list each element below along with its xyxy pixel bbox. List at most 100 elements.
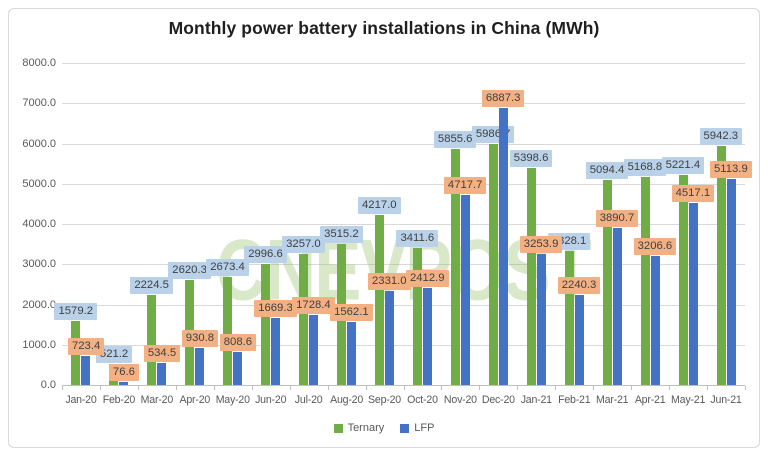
- bar-ternary: [375, 215, 385, 385]
- y-axis-tick-label: 0.0: [40, 379, 56, 391]
- x-axis-label: Feb-20: [102, 394, 136, 406]
- data-label-ternary: 521.2: [95, 346, 133, 364]
- legend-item-ternary: Ternary: [333, 422, 385, 434]
- x-axis-label: Mar-20: [140, 394, 174, 406]
- x-axis-tick: [593, 386, 595, 390]
- bar-lfp: [536, 254, 546, 385]
- bar-lfp: [157, 363, 167, 385]
- data-label-lfp: 723.4: [67, 337, 105, 355]
- gridline: [62, 304, 745, 306]
- bar-ternary: [488, 144, 498, 385]
- x-axis-label: Jan-20: [65, 394, 97, 406]
- x-axis-tick: [745, 386, 746, 390]
- bar-ternary: [564, 251, 574, 385]
- y-axis-tick-label: 7000.0: [22, 97, 56, 110]
- data-label-lfp: 1669.3: [254, 299, 297, 317]
- data-label-ternary: 5942.3: [699, 127, 743, 145]
- bar-lfp: [347, 322, 357, 385]
- data-label-lfp: 5113.9: [710, 161, 752, 179]
- y-axis-tick-label: 8000.0: [22, 57, 56, 69]
- x-axis-tick: [441, 386, 443, 390]
- bar-lfp: [498, 107, 508, 385]
- x-axis-label: Aug-20: [330, 394, 364, 406]
- x-axis-tick: [669, 386, 671, 390]
- bar-ternary: [716, 145, 726, 385]
- x-axis-label: Sep-20: [368, 394, 401, 406]
- x-axis-tick: [251, 386, 253, 390]
- x-axis-label: Jun-20: [255, 394, 287, 406]
- bar-ternary: [223, 277, 233, 385]
- bar-lfp: [726, 179, 736, 385]
- data-label-ternary: 2996.6: [244, 246, 287, 264]
- x-axis-label: Jun-21: [710, 394, 742, 406]
- x-axis-tick: [137, 386, 139, 390]
- x-axis-label: Mar-21: [596, 394, 629, 406]
- x-axis-tick: [175, 386, 177, 390]
- legend: Ternary LFP: [0, 422, 768, 434]
- x-axis-label: May-21: [671, 394, 706, 406]
- x-axis-tick: [62, 386, 63, 390]
- bar-ternary: [678, 174, 688, 385]
- x-axis-tick: [631, 386, 633, 390]
- legend-label-ternary: Ternary: [347, 422, 385, 434]
- x-axis-tick: [365, 386, 367, 390]
- x-axis-tick: [517, 386, 519, 390]
- bar-lfp: [385, 291, 395, 385]
- bar-lfp: [688, 203, 698, 385]
- data-label-lfp: 2240.3: [557, 276, 601, 294]
- data-label-ternary: 3515.2: [320, 225, 363, 243]
- bar-lfp: [460, 195, 470, 385]
- bar-lfp: [195, 347, 205, 385]
- data-label-lfp: 1562.1: [330, 304, 373, 322]
- x-axis-tick: [403, 386, 405, 390]
- data-label-lfp: 1728.4: [292, 297, 335, 315]
- x-axis-label: Oct-20: [407, 394, 438, 406]
- bar-lfp: [650, 255, 660, 385]
- bar-lfp: [309, 315, 319, 385]
- y-axis-tick-label: 5000.0: [22, 177, 56, 190]
- bar-lfp: [574, 294, 584, 385]
- data-label-lfp: 930.8: [181, 329, 219, 347]
- data-label-ternary: 2673.4: [206, 259, 249, 277]
- bar-lfp: [233, 352, 243, 385]
- x-axis-label: May-20: [215, 394, 250, 406]
- data-label-lfp: 4717.7: [443, 177, 487, 195]
- bar-ternary: [602, 179, 612, 385]
- x-axis-tick: [479, 386, 481, 390]
- legend-swatch-lfp: [400, 423, 410, 433]
- x-axis-tick: [213, 386, 215, 390]
- data-label-ternary: 2620.3: [168, 261, 211, 279]
- y-axis-tick-label: 3000.0: [22, 258, 56, 271]
- x-axis-label: Nov-20: [443, 394, 477, 406]
- x-axis-tick: [289, 386, 291, 390]
- data-label-ternary: 5221.4: [661, 156, 705, 174]
- y-axis-tick-label: 1000.0: [22, 338, 56, 351]
- gridline: [62, 103, 745, 105]
- data-label-lfp: 808.6: [219, 334, 257, 352]
- x-axis-line: [62, 385, 745, 386]
- bar-lfp: [81, 355, 91, 385]
- y-axis-tick-label: 4000.0: [22, 218, 56, 230]
- x-axis-tick: [327, 386, 329, 390]
- data-label-lfp: 6887.3: [481, 89, 525, 107]
- data-label-ternary: 5398.6: [509, 149, 553, 167]
- gridline: [62, 183, 745, 185]
- bar-ternary: [261, 264, 271, 385]
- chart-title: Monthly power battery installations in C…: [168, 18, 600, 38]
- data-label-lfp: 76.6: [108, 363, 139, 381]
- x-axis-label: Jan-21: [520, 394, 552, 406]
- data-label-ternary: 5855.6: [433, 131, 477, 149]
- bar-ternary: [147, 295, 157, 385]
- data-label-lfp: 534.5: [143, 345, 181, 363]
- x-axis-label: Apr-20: [179, 394, 211, 406]
- data-label-lfp: 3890.7: [595, 210, 639, 228]
- data-label-lfp: 2412.9: [405, 269, 449, 287]
- x-axis-label: Apr-21: [634, 394, 666, 406]
- bar-lfp: [612, 228, 622, 385]
- x-axis-tick: [707, 386, 709, 390]
- bar-ternary: [412, 247, 422, 385]
- x-axis-label: Dec-20: [481, 394, 515, 406]
- data-label-ternary: 4217.0: [358, 197, 401, 215]
- x-axis-tick: [99, 386, 101, 390]
